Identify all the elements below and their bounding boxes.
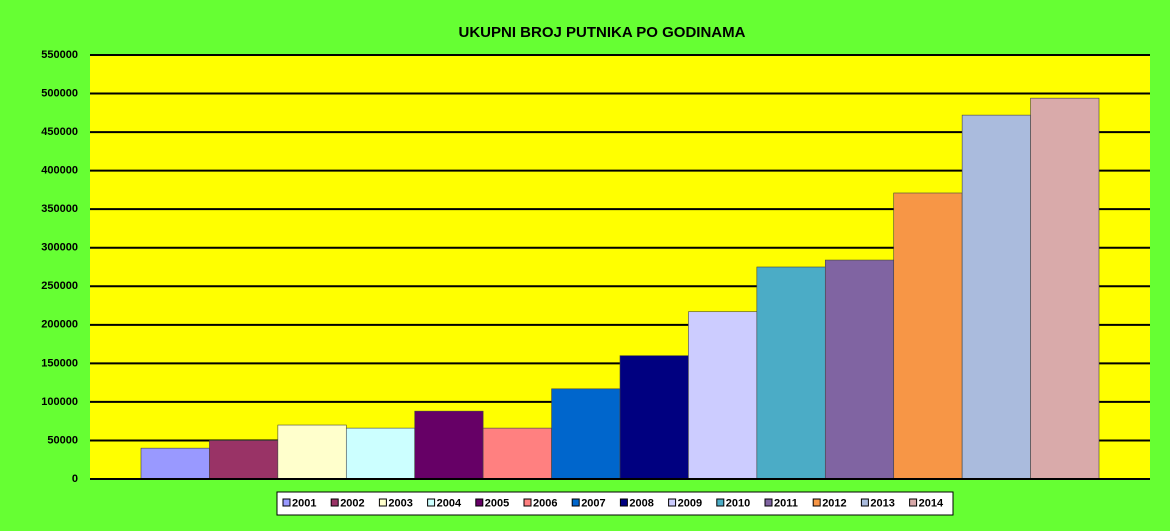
bar bbox=[140, 447, 210, 480]
legend-swatch bbox=[523, 498, 532, 507]
legend-swatch bbox=[282, 498, 291, 507]
chart-title: UKUPNI BROJ PUTNIKA PO GODINAMA bbox=[459, 24, 746, 41]
legend-swatch bbox=[764, 498, 773, 507]
bar bbox=[688, 311, 758, 480]
y-tick-label: 550000 bbox=[41, 49, 78, 61]
y-tick-label: 400000 bbox=[41, 165, 78, 177]
y-tick-label: 150000 bbox=[41, 357, 78, 369]
legend-swatch bbox=[427, 498, 436, 507]
y-tick-label: 500000 bbox=[41, 87, 78, 99]
legend-swatch bbox=[668, 498, 677, 507]
y-tick-label: 0 bbox=[72, 473, 78, 485]
legend-swatch bbox=[812, 498, 821, 507]
bar bbox=[824, 259, 895, 480]
y-tick-label: 50000 bbox=[47, 434, 78, 446]
legend-label: 2013 bbox=[870, 497, 894, 509]
legend-swatch bbox=[716, 498, 725, 507]
bar bbox=[551, 388, 621, 480]
legend-swatch bbox=[909, 498, 918, 507]
bar bbox=[619, 355, 689, 480]
legend-swatch bbox=[330, 498, 339, 507]
bar bbox=[893, 192, 963, 480]
y-tick-label: 350000 bbox=[41, 203, 78, 215]
legend-swatch bbox=[619, 498, 628, 507]
legend-label: 2006 bbox=[533, 497, 557, 509]
legend-label: 2014 bbox=[919, 497, 944, 509]
y-tick-label: 100000 bbox=[41, 396, 78, 408]
legend-label: 2001 bbox=[292, 497, 316, 509]
legend-label: 2012 bbox=[822, 497, 846, 509]
y-tick-label: 250000 bbox=[41, 280, 78, 292]
legend-label: 2004 bbox=[437, 497, 462, 509]
bar bbox=[277, 424, 347, 480]
legend-label: 2008 bbox=[629, 497, 653, 509]
legend-label: 2002 bbox=[340, 497, 364, 509]
bar bbox=[961, 114, 1031, 480]
y-tick-label: 300000 bbox=[41, 242, 78, 254]
legend-label: 2011 bbox=[774, 497, 798, 509]
legend bbox=[276, 491, 954, 516]
legend-label: 2009 bbox=[678, 497, 702, 509]
legend-swatch bbox=[378, 498, 387, 507]
legend-label: 2003 bbox=[388, 497, 412, 509]
bar bbox=[414, 410, 484, 480]
bar bbox=[209, 440, 279, 480]
bar bbox=[345, 427, 416, 480]
bar bbox=[482, 427, 552, 480]
y-tick-label: 200000 bbox=[41, 319, 78, 331]
legend-label: 2007 bbox=[581, 497, 605, 509]
bar bbox=[1030, 97, 1100, 480]
legend-label: 2010 bbox=[726, 497, 750, 509]
bar bbox=[756, 266, 826, 480]
legend-swatch bbox=[475, 498, 484, 507]
y-tick-label: 450000 bbox=[41, 126, 78, 138]
legend-label: 2005 bbox=[485, 497, 509, 509]
legend-swatch bbox=[571, 498, 580, 507]
legend-swatch bbox=[860, 498, 869, 507]
